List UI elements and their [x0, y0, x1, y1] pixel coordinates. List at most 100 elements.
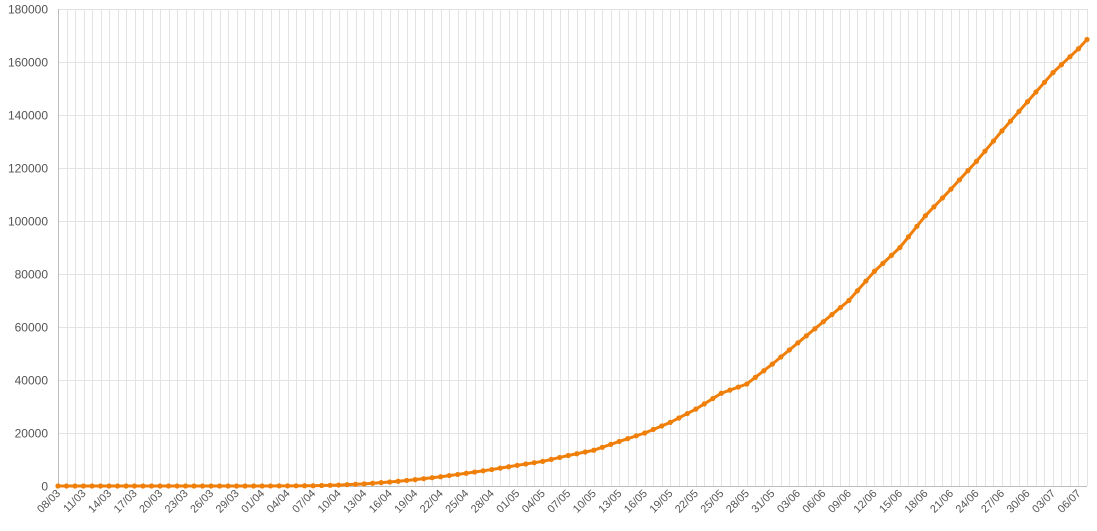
x-tick-label: 25/04 — [443, 488, 471, 516]
y-tick-label: 20000 — [15, 427, 49, 441]
data-point — [812, 326, 818, 332]
data-point — [191, 483, 197, 489]
data-point — [948, 186, 954, 192]
y-tick-label: 40000 — [15, 374, 49, 388]
data-point — [557, 454, 563, 461]
x-tick-label: 24/06 — [954, 488, 982, 516]
data-point — [80, 483, 87, 489]
data-point — [165, 483, 172, 489]
data-point — [89, 483, 95, 489]
x-tick-label: 16/04 — [367, 488, 395, 516]
data-point — [472, 469, 478, 475]
data-point — [531, 460, 537, 466]
data-point — [1075, 46, 1082, 52]
data-point — [480, 468, 486, 474]
data-point — [395, 478, 401, 484]
x-tick-label: 13/04 — [341, 488, 369, 516]
data-point — [888, 252, 895, 259]
data-point — [676, 415, 682, 421]
data-point — [412, 477, 418, 483]
data-point — [931, 204, 937, 210]
data-point — [489, 466, 495, 473]
data-point — [199, 483, 206, 489]
x-tick-label: 25/05 — [698, 488, 726, 516]
data-point — [786, 347, 792, 353]
data-point — [837, 304, 843, 311]
x-tick-label: 04/04 — [265, 488, 293, 516]
data-point — [268, 483, 274, 489]
data-point — [956, 177, 963, 183]
data-point — [285, 483, 291, 489]
y-tick-label: 0 — [41, 480, 48, 494]
data-point — [208, 483, 214, 489]
x-tick-label: 31/05 — [750, 488, 778, 516]
data-point — [463, 470, 469, 476]
y-tick-label: 100000 — [8, 215, 48, 229]
data-point — [778, 354, 784, 360]
data-point — [106, 483, 112, 489]
data-point — [455, 471, 461, 478]
data-point — [633, 433, 639, 439]
data-point — [446, 472, 452, 479]
data-point — [591, 447, 597, 453]
y-tick-label: 120000 — [8, 162, 48, 176]
data-point — [727, 387, 733, 393]
data-point — [1067, 54, 1073, 60]
data-point — [1058, 62, 1065, 68]
data-point — [378, 480, 384, 486]
data-point — [693, 406, 699, 412]
data-point — [514, 462, 520, 468]
data-point — [540, 458, 546, 464]
data-point — [523, 461, 529, 467]
data-point — [1084, 36, 1090, 43]
x-tick-label: 07/05 — [545, 488, 573, 516]
data-point — [982, 148, 988, 154]
data-point — [114, 483, 121, 489]
data-point — [1041, 79, 1048, 85]
data-point — [905, 234, 912, 240]
x-tick-label: 01/05 — [494, 488, 522, 516]
x-tick-label: 22/05 — [673, 488, 701, 516]
x-tick-label: 18/06 — [903, 488, 931, 516]
data-point — [421, 476, 427, 482]
data-point — [863, 278, 869, 284]
data-point — [735, 384, 741, 390]
x-tick-label: 14/03 — [86, 488, 114, 516]
data-point — [123, 483, 129, 489]
data-point — [276, 483, 282, 489]
data-point — [157, 483, 163, 489]
data-point — [608, 441, 614, 447]
data-point — [990, 138, 997, 144]
data-point — [999, 128, 1005, 134]
data-point — [914, 223, 920, 229]
data-point — [582, 449, 588, 455]
data-point — [973, 158, 980, 164]
data-point — [650, 426, 656, 433]
y-tick-label: 140000 — [8, 109, 48, 123]
data-point — [216, 483, 223, 489]
data-point — [939, 195, 946, 201]
data-point — [829, 312, 835, 318]
data-point — [880, 260, 886, 266]
data-point — [599, 444, 605, 450]
x-tick-label: 27/06 — [979, 488, 1007, 516]
data-point — [965, 168, 971, 174]
x-tick-label: 01/04 — [239, 488, 267, 516]
data-point — [55, 483, 61, 489]
data-point — [438, 474, 444, 480]
data-point — [72, 483, 78, 489]
data-point — [131, 483, 138, 489]
data-point — [182, 483, 189, 489]
data-point — [1016, 108, 1022, 115]
data-point — [336, 482, 342, 488]
data-point — [769, 361, 775, 367]
series-line — [56, 37, 1089, 488]
data-point — [497, 465, 503, 471]
data-point — [506, 464, 512, 470]
x-tick-label: 10/05 — [571, 488, 599, 516]
data-point — [1033, 89, 1039, 95]
x-tick-label: 19/05 — [647, 488, 675, 516]
data-point — [353, 481, 359, 487]
x-tick-label: 28/04 — [469, 488, 497, 516]
